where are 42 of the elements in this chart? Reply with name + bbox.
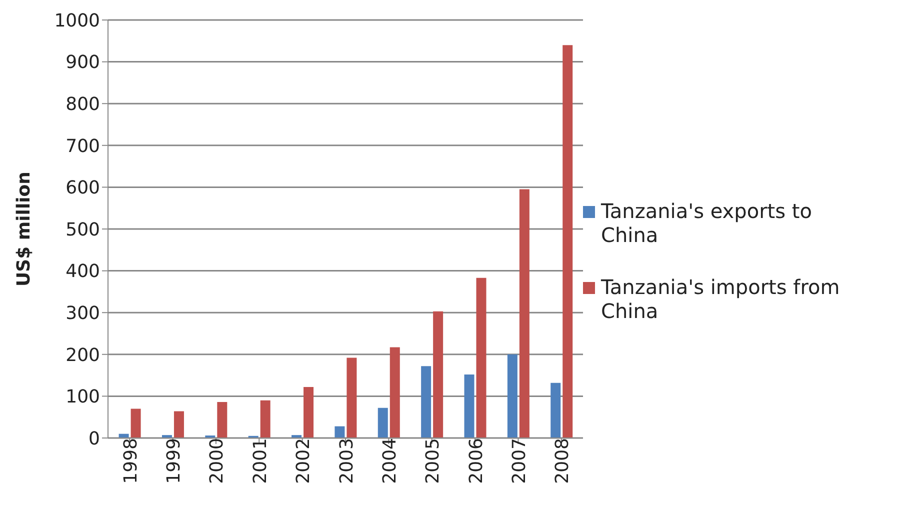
bar bbox=[550, 382, 561, 438]
legend-label: Tanzania's exports to China bbox=[601, 198, 813, 246]
legend-label: Tanzania's imports from China bbox=[601, 274, 841, 322]
bar bbox=[562, 45, 573, 438]
bar bbox=[130, 408, 141, 438]
bar bbox=[519, 189, 530, 438]
x-tick-label: 2006 bbox=[466, 438, 487, 484]
bar bbox=[260, 400, 270, 438]
bar bbox=[390, 347, 400, 438]
y-tick-label: 700 bbox=[66, 136, 100, 157]
x-tick-label: 2000 bbox=[206, 438, 228, 484]
y-tick-label: 0 bbox=[88, 428, 100, 450]
bar bbox=[507, 354, 518, 438]
x-tick-label: 2001 bbox=[250, 438, 271, 484]
y-tick-label: 1000 bbox=[54, 10, 100, 32]
y-tick-label: 600 bbox=[66, 178, 100, 199]
y-tick-label: 800 bbox=[66, 94, 100, 115]
x-tick-label: 2008 bbox=[552, 438, 574, 484]
bar bbox=[464, 374, 474, 438]
x-tick-label: 2007 bbox=[509, 438, 530, 484]
bar bbox=[304, 387, 314, 438]
y-tick-label: 300 bbox=[66, 302, 100, 324]
y-tick-label: 100 bbox=[66, 386, 100, 408]
x-tick-label: 2002 bbox=[293, 438, 314, 484]
x-tick-label: 2004 bbox=[379, 438, 400, 484]
bar bbox=[433, 311, 444, 438]
y-axis-title: US$ million bbox=[13, 172, 34, 286]
x-tick-label: 1998 bbox=[120, 438, 142, 484]
bar bbox=[378, 408, 388, 438]
bar bbox=[421, 366, 432, 438]
y-tick-label: 500 bbox=[66, 219, 100, 240]
x-tick-label: 2003 bbox=[336, 438, 358, 484]
bar bbox=[217, 402, 228, 438]
bar bbox=[334, 426, 345, 438]
bar bbox=[174, 411, 184, 438]
bar bbox=[346, 358, 357, 438]
y-tick-label: 200 bbox=[66, 344, 100, 366]
x-tick-label: 2005 bbox=[422, 438, 444, 484]
x-tick-label: 1999 bbox=[164, 438, 185, 484]
bar bbox=[476, 278, 486, 438]
y-tick-label: 400 bbox=[66, 261, 100, 282]
y-tick-label: 900 bbox=[66, 52, 100, 74]
